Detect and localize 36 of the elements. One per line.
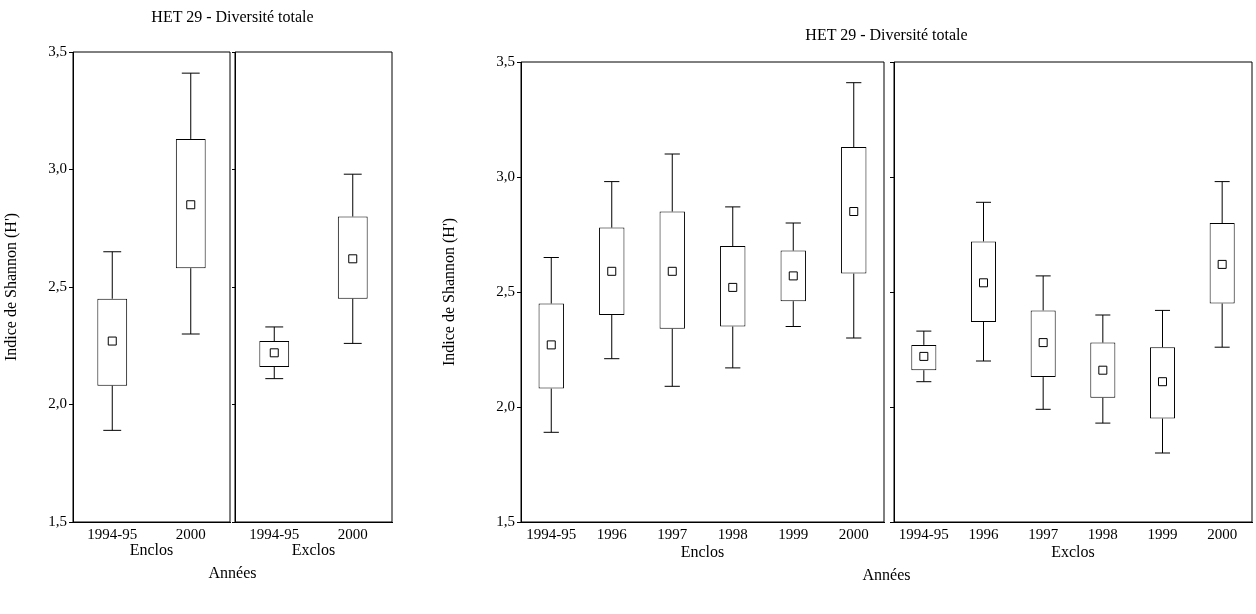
- x-tick-label: 2000: [1207, 525, 1238, 542]
- x-tick-label: 1994-95: [898, 525, 949, 542]
- x-axis-title: Exclos: [1051, 542, 1095, 560]
- x-tick-label: 1997: [657, 525, 688, 542]
- y-tick-label: 3,5: [496, 52, 515, 69]
- x-tick-label: 1994-95: [249, 525, 300, 542]
- x-tick-label: 1999: [1147, 525, 1178, 542]
- x-tick-label: 2000: [175, 525, 206, 542]
- x-tick-label: 1998: [1087, 525, 1118, 542]
- x-axis-title: Enclos: [680, 542, 725, 560]
- x-tick-label: 1996: [968, 525, 999, 542]
- x-tick-label: 1998: [717, 525, 748, 542]
- y-tick-label: 2,5: [48, 277, 67, 294]
- text: Années: [207, 564, 258, 582]
- x-tick-label: 1996: [596, 525, 628, 542]
- y-axis-title: Indice de Shannon (H'): [1, 212, 20, 362]
- chart-title: HET 29 - Diversité totale: [804, 26, 969, 44]
- y-tick-label: 1,5: [48, 512, 67, 529]
- y-tick-label: 3,0: [48, 160, 67, 177]
- x-tick-label: 1999: [778, 525, 809, 542]
- x-axis-title: Exclos: [291, 540, 336, 558]
- x-tick-label: 2000: [337, 525, 368, 542]
- x-tick-label: 2000: [838, 525, 869, 542]
- x-tick-label: 1994-95: [526, 525, 577, 542]
- chart-title: HET 29 - Diversité totale: [150, 8, 315, 26]
- y-tick-label: 3,0: [496, 167, 515, 184]
- y-tick-label: 2,0: [496, 397, 515, 414]
- y-axis-title: Indice de Shannon (H'): [439, 217, 458, 367]
- x-axis-title: Enclos: [129, 540, 174, 558]
- y-tick-label: 2,5: [496, 282, 515, 299]
- x-tick-label: 1994-95: [87, 525, 138, 542]
- y-tick-label: 2,0: [48, 395, 67, 412]
- x-tick-label: 1997: [1028, 525, 1059, 542]
- y-tick-label: 3,5: [48, 42, 67, 59]
- y-tick-label: 1,5: [496, 512, 515, 529]
- text: Années: [861, 566, 912, 584]
